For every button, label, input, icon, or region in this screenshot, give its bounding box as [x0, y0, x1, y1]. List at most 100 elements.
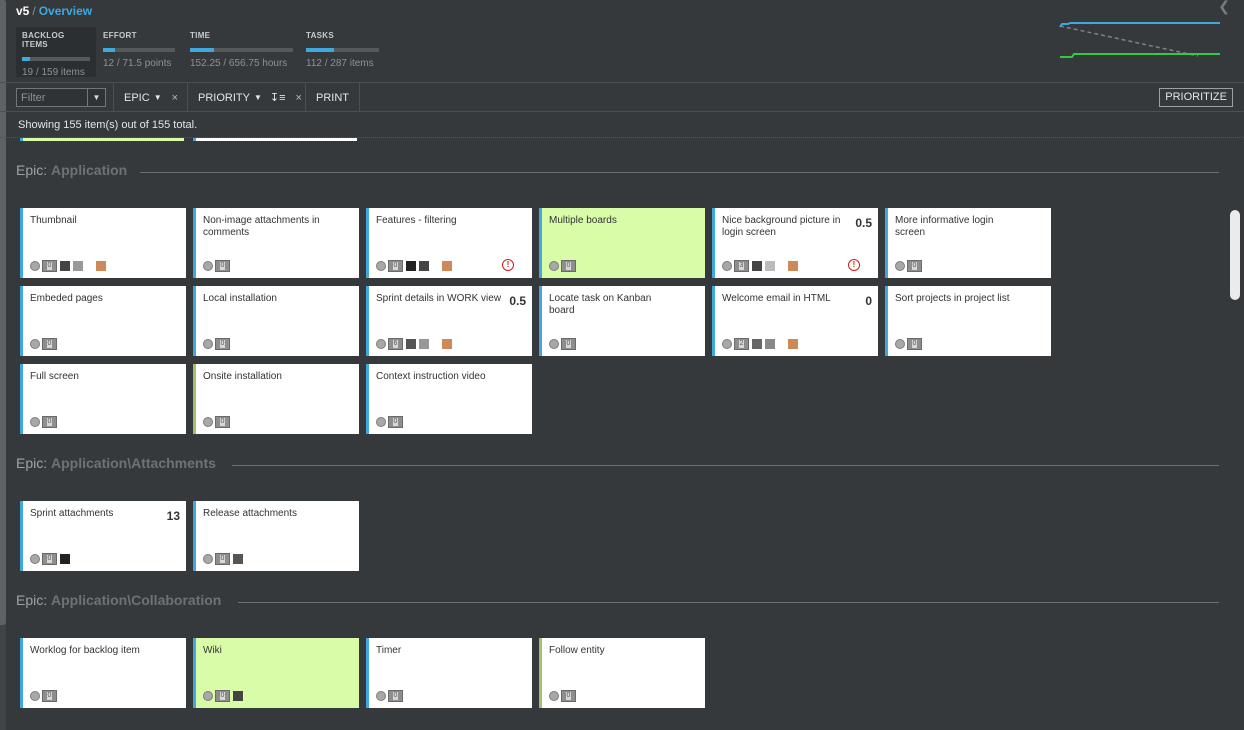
breadcrumb-separator: /	[32, 4, 36, 18]
left-panel-edge[interactable]	[0, 0, 6, 730]
epic-name[interactable]: Application	[51, 162, 128, 178]
task-count-badge: 0	[561, 338, 576, 350]
task-count: 0	[392, 418, 399, 426]
backlog-item-card[interactable]: Onsite installation 0	[193, 364, 359, 434]
left-panel-grip[interactable]	[0, 0, 6, 625]
task-count-badge: 0	[561, 690, 576, 702]
card-title: More informative login screen	[895, 215, 994, 238]
assignee-avatar-icon[interactable]	[376, 339, 386, 349]
assignee-avatar-icon[interactable]	[722, 339, 732, 349]
vertical-scrollbar-thumb[interactable]	[1230, 210, 1240, 300]
breadcrumb-version[interactable]: v5	[16, 4, 30, 18]
card-title: Context instruction video	[376, 371, 486, 382]
warning-icon[interactable]: !	[502, 259, 514, 271]
backlog-item-card[interactable]: More informative login screen 0	[885, 208, 1051, 278]
card-title: Local installation	[203, 293, 277, 304]
metric-backlog-items[interactable]: BACKLOG ITEMS 19 / 159 items	[16, 27, 96, 78]
scrolled-card-edge[interactable]	[20, 138, 184, 141]
backlog-item-card[interactable]: Sort projects in project list 0	[885, 286, 1051, 356]
card-meta: 0	[376, 690, 406, 702]
epic-group-label[interactable]: EPIC	[124, 91, 150, 104]
warning-icon[interactable]: !	[848, 259, 860, 271]
assignee-avatar-icon[interactable]	[30, 261, 40, 271]
backlog-item-card[interactable]: Follow entity 0	[539, 638, 705, 708]
metric-time[interactable]: TIME 152.25 / 656.75 hours	[184, 27, 299, 77]
label-tag	[788, 339, 798, 349]
task-count: 0	[46, 340, 53, 348]
metric-effort[interactable]: EFFORT 12 / 71.5 points	[97, 27, 181, 77]
backlog-item-card[interactable]: Worklog for backlog item 0	[20, 638, 186, 708]
card-title: Multiple boards	[549, 215, 617, 226]
epic-name[interactable]: Application\Collaboration	[51, 592, 222, 608]
backlog-item-card[interactable]: Features - filtering 0!	[366, 208, 532, 278]
assignee-avatar-icon[interactable]	[722, 261, 732, 271]
backlog-item-card[interactable]: Locate task on Kanban board 0	[539, 286, 705, 356]
breadcrumb-page[interactable]: Overview	[38, 4, 93, 18]
assignee-avatar-icon[interactable]	[30, 417, 40, 427]
priority-clear-icon[interactable]: ×	[295, 91, 302, 104]
task-count: 0	[911, 262, 918, 270]
epic-clear-icon[interactable]: ×	[171, 91, 179, 104]
metric-value: 12 / 71.5 points	[103, 58, 172, 69]
task-count: 0	[46, 692, 53, 700]
assignee-avatar-icon[interactable]	[203, 339, 213, 349]
epic-prefix: Epic:	[16, 455, 48, 471]
backlog-item-card[interactable]: Sprint details in WORK view 0.5 6	[366, 286, 532, 356]
collapse-chevron-icon[interactable]: ❮	[1218, 0, 1230, 14]
print-button[interactable]: PRINT	[305, 83, 360, 112]
assignee-avatar-icon[interactable]	[549, 261, 559, 271]
sort-direction-icon[interactable]: ↧≡	[269, 92, 286, 104]
assignee-avatar-icon[interactable]	[376, 417, 386, 427]
assignee-avatar-icon[interactable]	[376, 261, 386, 271]
backlog-item-card[interactable]: Local installation 0	[193, 286, 359, 356]
card-title: Wiki	[203, 645, 222, 656]
task-count: 0	[46, 555, 53, 563]
metric-label: TIME	[190, 31, 211, 40]
assignee-avatar-icon[interactable]	[549, 691, 559, 701]
priority-caret-icon[interactable]: ▼	[253, 93, 262, 102]
assignee-avatar-icon[interactable]	[203, 417, 213, 427]
backlog-item-card[interactable]: Welcome email in HTML 0 2	[712, 286, 878, 356]
filter-field[interactable]: ▼	[16, 88, 106, 107]
backlog-item-card[interactable]: Release attachments 0	[193, 501, 359, 571]
assignee-avatar-icon[interactable]	[549, 339, 559, 349]
backlog-item-card[interactable]: Non-image attachments in comments 0	[193, 208, 359, 278]
metric-label: BACKLOG ITEMS	[22, 31, 65, 49]
card-meta: 0	[30, 338, 60, 350]
metric-tasks[interactable]: TASKS 112 / 287 items	[300, 27, 385, 77]
filter-input[interactable]	[17, 89, 87, 106]
burndown-sparkline[interactable]	[1058, 16, 1222, 62]
epic-heading: Epic: Application\Collaboration	[16, 592, 221, 608]
assignee-avatar-icon[interactable]	[203, 261, 213, 271]
sparkline-scope-line	[1059, 22, 1220, 28]
filter-dropdown-icon[interactable]: ▼	[87, 89, 105, 106]
task-count-badge: 0	[42, 416, 57, 428]
card-meta: 0	[30, 416, 60, 428]
backlog-item-card[interactable]: Wiki 0	[193, 638, 359, 708]
sparkline-done-line	[1060, 53, 1220, 58]
backlog-item-card[interactable]: Sprint attachments 13 0	[20, 501, 186, 571]
assignee-avatar-icon[interactable]	[30, 339, 40, 349]
assignee-avatar-icon[interactable]	[30, 691, 40, 701]
backlog-item-card[interactable]: Context instruction video 0	[366, 364, 532, 434]
assignee-avatar-icon[interactable]	[30, 554, 40, 564]
epic-caret-icon[interactable]: ▼	[153, 93, 162, 102]
backlog-item-card[interactable]: Multiple boards 0	[539, 208, 705, 278]
assignee-avatar-icon[interactable]	[376, 691, 386, 701]
backlog-item-card[interactable]: Nice background picture in login screen 0…	[712, 208, 878, 278]
assignee-avatar-icon[interactable]	[895, 261, 905, 271]
backlog-item-card[interactable]: Full screen 0	[20, 364, 186, 434]
assignee-avatar-icon[interactable]	[895, 339, 905, 349]
task-count: 0	[565, 340, 572, 348]
backlog-item-card[interactable]: Timer 0	[366, 638, 532, 708]
assignee-avatar-icon[interactable]	[203, 554, 213, 564]
prioritize-button[interactable]: PRIORITIZE	[1159, 88, 1233, 107]
task-count: 3	[738, 262, 745, 270]
epic-name[interactable]: Application\Attachments	[51, 455, 216, 471]
assignee-avatar-icon[interactable]	[203, 691, 213, 701]
backlog-item-card[interactable]: Embeded pages 0	[20, 286, 186, 356]
scrolled-card-edge[interactable]	[193, 138, 357, 141]
task-count: 0	[565, 262, 572, 270]
backlog-item-card[interactable]: Thumbnail 0	[20, 208, 186, 278]
priority-sort-label[interactable]: PRIORITY	[198, 91, 250, 104]
